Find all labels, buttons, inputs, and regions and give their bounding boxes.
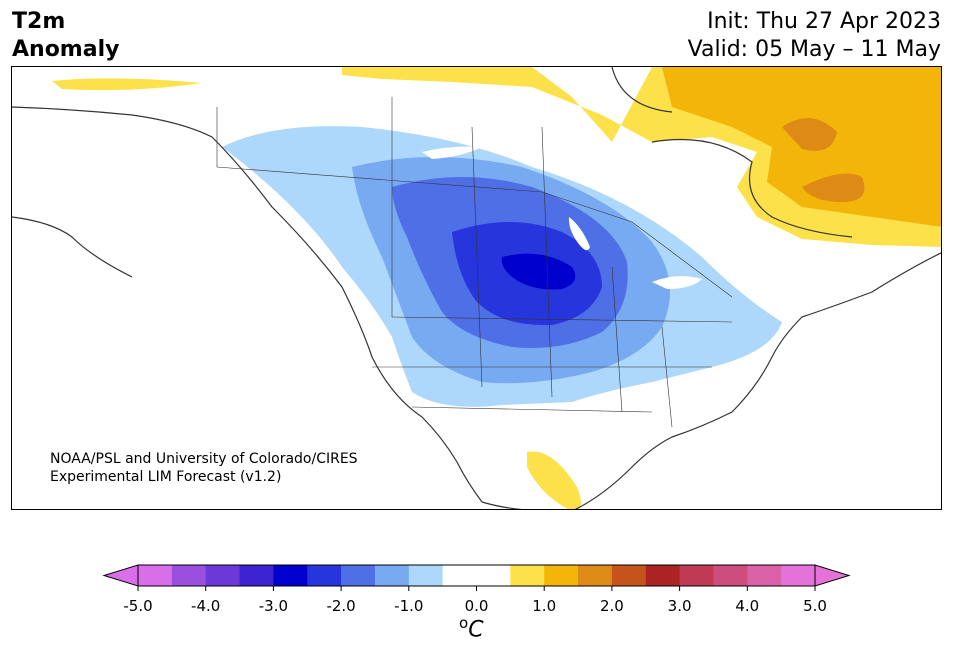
map-title: T2m Anomaly	[12, 8, 119, 64]
colorbar-ticks: -5.0 -4.0 -3.0 -2.0 -1.0 0.0 1.0 2.0 3.0 4.0 5.0	[123, 586, 827, 615]
warm-region-arctic-west	[52, 78, 202, 91]
colorbar-swatch	[645, 565, 681, 586]
colorbar-swatch	[138, 565, 173, 586]
forecast-dates: Init: Thu 27 Apr 2023 Valid: 05 May – 11…	[688, 8, 941, 64]
colorbar-tick-label: 1.0	[532, 597, 556, 615]
credit-line-2: Experimental LIM Forecast (v1.2)	[50, 469, 282, 485]
colorbar-swatch	[374, 565, 410, 586]
colorbar-swatch	[713, 565, 748, 586]
lake-superior	[652, 276, 702, 289]
valid-dates: Valid: 05 May – 11 May	[687, 37, 941, 62]
warm-region-gulf	[527, 451, 581, 509]
colorbar-swatch	[408, 565, 444, 586]
unit-degree: o	[459, 614, 469, 632]
unit-letter: C	[468, 617, 484, 643]
colorbar-over-arrow	[814, 564, 851, 587]
warm-peak-labrador	[802, 173, 865, 202]
lake-winnipeg	[568, 217, 590, 251]
colorbar-tick-label: -3.0	[259, 597, 288, 615]
credit-text: NOAA/PSL and University of Colorado/CIRE…	[50, 450, 358, 486]
lake-athabasca	[422, 146, 482, 159]
credit-line-1: NOAA/PSL and University of Colorado/CIRE…	[50, 451, 358, 467]
colorbar-swatch	[476, 565, 511, 586]
colorbar-unit: oC	[459, 614, 484, 642]
colorbar-swatch	[273, 565, 308, 586]
colorbar-swatches	[138, 565, 816, 586]
colorbar-swatch	[679, 565, 714, 586]
political-borders	[216, 97, 733, 428]
colorbar-tick-label: 3.0	[668, 597, 692, 615]
title-line-1: T2m	[12, 9, 66, 34]
map-canvas	[12, 67, 941, 509]
init-date: Init: Thu 27 Apr 2023	[707, 9, 941, 34]
colorbar-swatch	[205, 565, 241, 586]
colorbar-tick-label: -5.0	[123, 597, 152, 615]
colorbar-swatch	[747, 565, 782, 586]
colorbar-swatch	[611, 565, 647, 586]
warm-peak-hudson	[782, 118, 837, 151]
colorbar-tick-label: 5.0	[803, 597, 827, 615]
colorbar-tick-label: 0.0	[465, 597, 489, 615]
colorbar-swatch	[239, 565, 274, 586]
colorbar-tick-label: -2.0	[326, 597, 355, 615]
colorbar-swatch	[781, 565, 816, 586]
colorbar-swatch	[510, 565, 545, 586]
anomaly-map: NOAA/PSL and University of Colorado/CIRE…	[11, 66, 942, 510]
colorbar-tick-label: 4.0	[735, 597, 759, 615]
colorbar-under-arrow	[102, 564, 139, 587]
colorbar-swatch	[442, 565, 477, 586]
colorbar-swatch	[171, 565, 207, 586]
cold-level-5	[501, 253, 576, 290]
colorbar-tick-label: -1.0	[394, 597, 423, 615]
colorbar-swatch	[307, 565, 342, 586]
title-line-2: Anomaly	[12, 37, 120, 62]
colorbar-swatch	[544, 565, 579, 586]
coastlines	[12, 67, 941, 509]
colorbar-tick-label: -4.0	[191, 597, 220, 615]
colorbar-tick-label: 2.0	[600, 597, 624, 615]
colorbar-swatch	[341, 565, 376, 586]
colorbar-swatch	[578, 565, 613, 586]
